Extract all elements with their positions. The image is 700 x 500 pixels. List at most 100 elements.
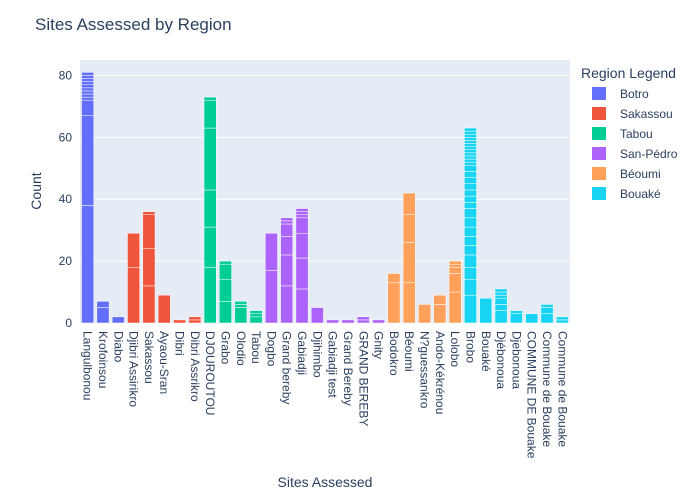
x-tick-label: Djibri Assirikro — [127, 331, 141, 407]
legend-item-botro[interactable]: Botro — [592, 87, 649, 101]
bar-segment — [448, 273, 462, 293]
y-tick-label: 60 — [59, 130, 73, 144]
legend-label: Botro — [620, 87, 649, 101]
bar-segment — [448, 267, 462, 274]
bar-segment — [464, 146, 477, 150]
bar-bodokro — [387, 273, 401, 324]
x-tick-label: Djébonoua — [494, 331, 508, 389]
bar-djouroutou — [203, 96, 217, 324]
legend-item-tabou[interactable]: Tabou — [592, 127, 653, 141]
x-tick-label: Sakassou — [142, 331, 156, 384]
bar-segment — [295, 288, 309, 324]
bar-segment — [234, 301, 248, 305]
bar-segment — [249, 316, 263, 324]
x-tick-label: Krofoinsou — [96, 331, 110, 388]
bar-segment — [265, 270, 278, 324]
bar-djibri-assirikro — [127, 233, 140, 324]
bar-segment — [494, 291, 508, 296]
bar-segment — [402, 282, 416, 324]
x-tick-label: Dogbo — [264, 331, 278, 367]
bar-commune-de-bouake — [540, 304, 554, 324]
bar-segment — [81, 75, 95, 79]
bar-segment — [464, 189, 477, 197]
bar-segment — [219, 263, 232, 280]
legend-item-sakassou[interactable]: Sakassou — [592, 107, 673, 121]
bars — [81, 72, 569, 324]
bar-segment — [540, 313, 554, 324]
x-tick-label: Ando-Kékrénou — [433, 331, 447, 414]
bar-grand-bereby — [341, 319, 355, 324]
bar-segment — [295, 257, 309, 290]
y-tick-label: 20 — [59, 254, 73, 268]
bar-segment — [203, 267, 217, 324]
bar-segment — [464, 245, 477, 256]
bar-segment — [494, 288, 508, 293]
x-tick-label: Djebonoua — [509, 331, 523, 389]
bar-segment — [81, 115, 95, 206]
bar-segment — [464, 226, 477, 237]
bar-segment — [464, 183, 477, 191]
x-tick-label: COMMUNE DE Bouake — [525, 331, 539, 459]
x-tick-label: Diabo — [111, 331, 125, 363]
bar-segment — [356, 319, 370, 324]
bar-segment — [464, 143, 477, 147]
legend-swatch — [592, 147, 606, 160]
legend-swatch — [592, 107, 606, 120]
bar-segment — [464, 127, 477, 132]
bar-gabiadji-test — [326, 319, 340, 324]
bar-segment — [494, 304, 508, 311]
bar-tabou — [249, 310, 263, 324]
legend-label: Béoumi — [620, 167, 661, 181]
bar-segment — [157, 294, 171, 324]
legend-label: Sakassou — [620, 107, 673, 121]
bar-segment — [219, 301, 232, 324]
x-axis-title: Sites Assessed — [278, 474, 373, 490]
bar-sakassou — [142, 211, 156, 324]
bar-segment — [295, 211, 309, 215]
bar-segment — [142, 248, 156, 287]
bar-segment — [387, 282, 401, 324]
x-tick-label: Dibri Assrikro — [188, 331, 202, 402]
bar-segment — [249, 310, 263, 314]
bar-segment — [525, 313, 539, 324]
bar-segment — [510, 310, 523, 314]
bar-segment — [81, 78, 95, 82]
legend-swatch — [592, 127, 606, 140]
legend-title: Region Legend — [581, 65, 676, 81]
x-tick-label: Brobo — [463, 331, 477, 363]
plot-area — [80, 60, 570, 323]
x-tick-label: Ayaou-Sran — [157, 331, 171, 394]
bar-segment — [464, 208, 477, 219]
bar-segment — [280, 285, 294, 324]
bar-segment — [494, 310, 508, 324]
bar-segment — [464, 195, 477, 203]
bar-diabo — [111, 316, 125, 324]
bar-segment — [464, 177, 477, 185]
bar-segment — [203, 127, 217, 191]
bar-segment — [188, 316, 202, 321]
bar-segment — [464, 236, 477, 246]
bar-gabiadji — [295, 208, 309, 324]
x-tick-label: Dibri — [173, 331, 187, 356]
bar-segment — [464, 152, 477, 157]
y-tick-label: 40 — [59, 192, 73, 206]
bar-segment — [203, 226, 217, 268]
legend-item-bouak[interactable]: Bouaké — [592, 187, 661, 201]
bar-segment — [464, 161, 477, 166]
x-tick-label: GRAND BEREBY — [356, 331, 370, 426]
bar-segment — [127, 233, 140, 268]
bar-segment — [280, 217, 294, 222]
bar-segment — [494, 297, 508, 305]
x-tick-label: Grand bereby — [280, 331, 294, 404]
legend-item-b-oumi[interactable]: Béoumi — [592, 167, 661, 181]
legend-item-san-p-dro[interactable]: San-Pédro — [592, 147, 678, 161]
x-tick-label: Lolobo — [448, 331, 462, 367]
bar-segment — [356, 316, 370, 321]
x-tick-label: Langulbonou — [81, 331, 95, 400]
x-tick-labels: Langulbonou Krofoinsou Diabo Djibri Assirik… — [81, 331, 570, 459]
bar-segment — [464, 140, 477, 144]
bar-segment — [234, 304, 248, 308]
bar-langulbonou — [81, 72, 95, 324]
bar-segment — [555, 319, 569, 324]
bar-segment — [494, 294, 508, 299]
